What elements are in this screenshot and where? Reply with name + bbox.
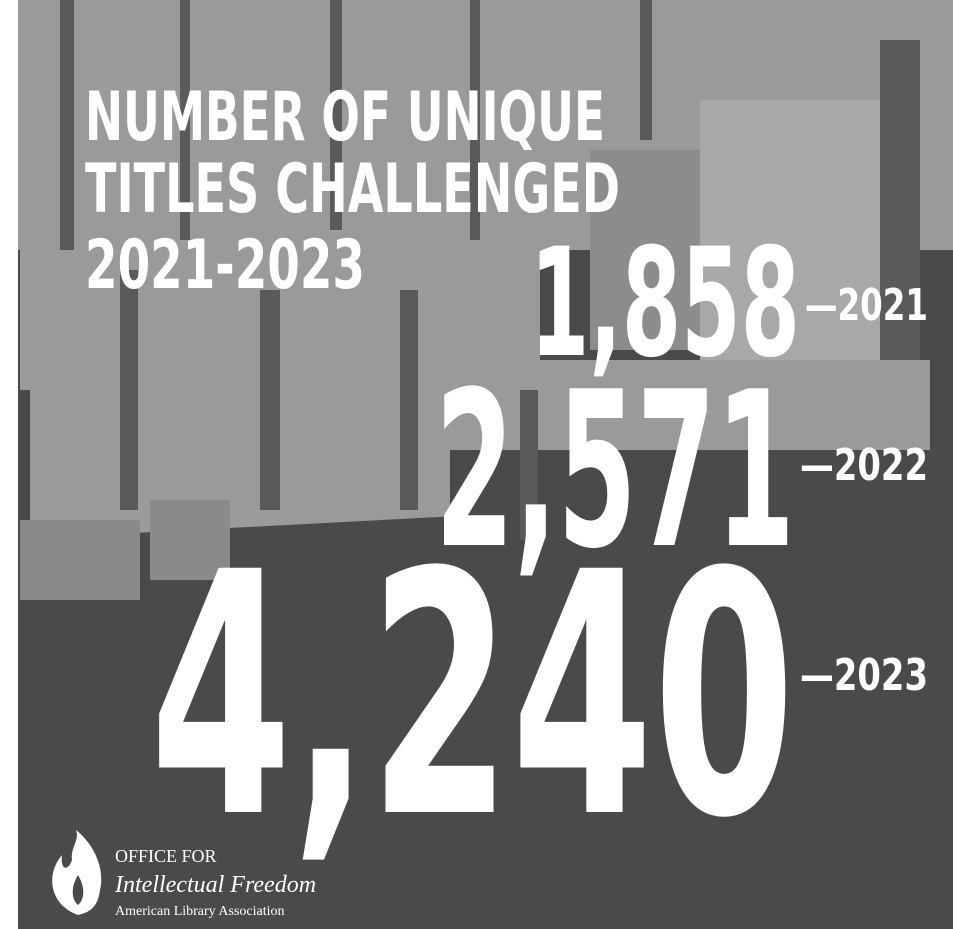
logo-line: OFFICE FOR — [115, 846, 217, 866]
title-line: 2021-2023 — [85, 226, 365, 305]
title-line: NUMBER OF UNIQUE — [85, 78, 605, 157]
stat-year: —2022 — [800, 440, 928, 491]
stat-value: 2,571 — [435, 345, 795, 596]
logo-line: Intellectual Freedom — [114, 872, 316, 898]
stat-value: 1,858 — [530, 217, 800, 391]
logo-line: American Library Association — [115, 904, 285, 919]
stat-year: —2021 — [805, 280, 928, 331]
book-shadows — [60, 0, 920, 540]
logo-flame — [52, 830, 102, 915]
stat-value: 4,240 — [150, 502, 795, 892]
title-line: TITLES CHALLENGED — [85, 150, 620, 229]
stat-year: —2023 — [800, 650, 928, 701]
